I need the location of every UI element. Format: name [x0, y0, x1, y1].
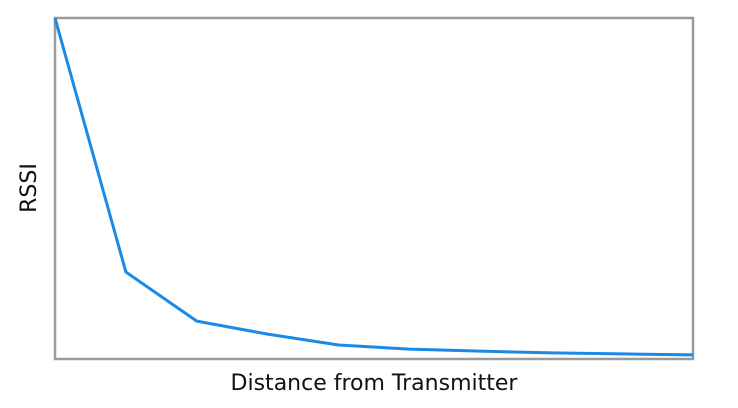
y-axis-label: RSSI [17, 163, 42, 213]
data-line [53, 17, 694, 357]
x-axis-label: Distance from Transmitter [231, 371, 519, 396]
plot-frame [53, 16, 695, 361]
